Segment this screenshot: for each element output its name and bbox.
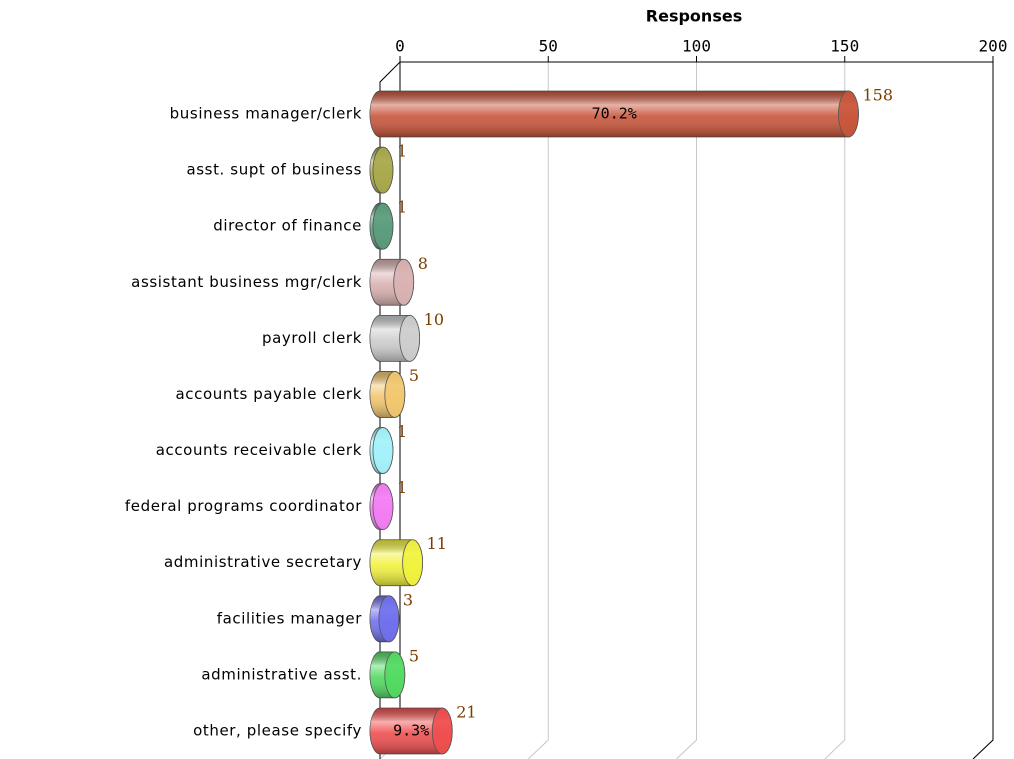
bar-shade [370,91,859,137]
bar-end [384,651,406,699]
grid-line [824,62,846,759]
y-tick-label: administrative secretary [164,553,362,571]
y-tick-label: director of finance [213,217,362,235]
value-label: 5 [409,646,419,665]
bar-end [393,258,415,306]
y-tick-label: facilities manager [217,609,363,627]
grid-line [676,62,697,759]
x-tick-label: 200 [979,37,1008,56]
bar-shade [370,708,453,754]
value-label: 158 [862,86,893,105]
bar-end [372,427,394,474]
x-tick-label: 50 [539,37,558,56]
value-label: 5 [409,366,419,385]
y-tick-label: administrative asst. [201,665,362,683]
y-tick-label: accounts receivable clerk [156,441,362,459]
x-tick-label: 150 [830,37,859,56]
value-label: 1 [397,142,407,161]
y-tick-label: payroll clerk [262,329,362,347]
y-tick-label: assistant business mgr/clerk [131,273,362,291]
x-tick-label: 100 [682,37,711,56]
value-label: 1 [397,422,407,441]
grid-line [527,62,549,759]
y-tick-label: federal programs coordinator [125,497,362,515]
bar-end [384,371,406,418]
bar-end [402,539,424,587]
y-tick-label: accounts payable clerk [175,385,362,403]
value-label: 1 [397,198,407,217]
value-label: 3 [403,590,413,609]
value-label: 8 [418,254,428,273]
y-tick-label: other, please specify [193,722,362,740]
y-tick-label: business manager/clerk [170,105,362,123]
bar-end [431,707,453,755]
bar-end [378,595,400,643]
axis-frame [379,61,994,759]
bar-end [372,483,394,531]
axis-title: Responses [646,7,742,26]
x-tick-label: 0 [395,37,405,56]
value-label: 10 [424,310,444,329]
value-label: 21 [456,703,476,722]
grid-line [972,62,994,759]
percent-label: 70.2% [592,105,637,123]
y-tick-label: asst. supt of business [186,161,362,179]
bar-end [372,146,394,194]
value-label: 11 [427,534,447,553]
percent-label: 9.3% [393,722,429,740]
bar-end [372,202,394,250]
bar-end [838,90,859,138]
bar-end [399,314,421,362]
value-label: 1 [397,478,407,497]
